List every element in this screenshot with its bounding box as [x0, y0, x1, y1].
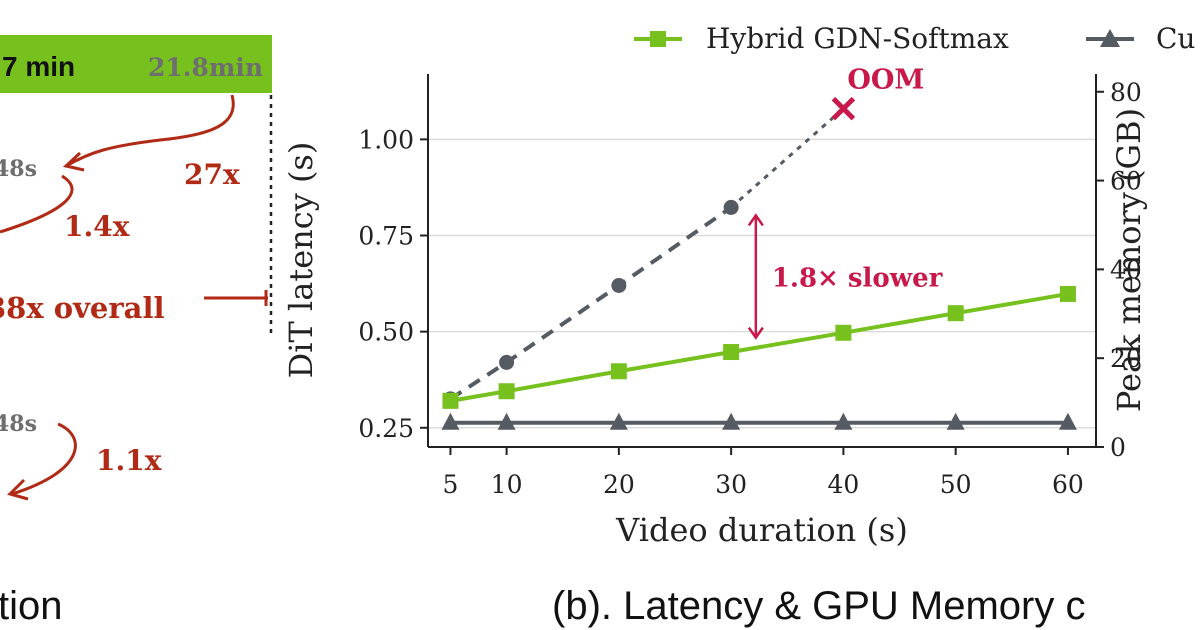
arrow-1-1x — [11, 422, 77, 496]
data-point-square — [835, 324, 852, 341]
data-point-square — [442, 392, 459, 409]
data-point-triangle — [609, 412, 628, 430]
left-panel: 7 min 21.8min 48s 48s 27x 1.4x 38x overa… — [0, 35, 273, 628]
latency-chart: 0.25 0.50 0.75 1.00 5 10 20 30 40 50 60 0 20 40 60 80… — [282, 22, 1195, 628]
legend-square-marker — [650, 31, 666, 47]
series-layer — [441, 107, 1077, 430]
right-tick-label: 0 — [1110, 433, 1126, 462]
y-axis-label: DiT latency (s) — [282, 142, 320, 379]
time-label-b: 48s — [0, 411, 37, 437]
right-ticks: 0 20 40 60 80 — [1096, 78, 1142, 462]
x-tick-label: 20 — [603, 470, 635, 499]
y-tick-label: 0.50 — [358, 318, 414, 347]
time-bar-end-label: 21.8min — [148, 53, 263, 82]
right-tick-label: 60 — [1110, 167, 1142, 196]
x-tick-label: 30 — [715, 470, 747, 499]
data-point-square — [723, 344, 740, 361]
series-line-0 — [450, 291, 1069, 403]
arrow-1-4x — [0, 174, 74, 234]
oom-label: OOM — [847, 65, 924, 96]
factor-1-4x: 1.4x — [64, 210, 130, 243]
x-tick-label: 50 — [940, 470, 972, 499]
time-bar-label: 7 min — [2, 51, 75, 82]
grid-lines — [428, 138, 1096, 429]
oom-cross-stroke — [831, 96, 856, 121]
slowdown-arrow-head-bottom — [747, 326, 764, 340]
legend-item-hybrid: Hybrid GDN-Softmax — [634, 22, 1009, 55]
data-point-circle — [499, 354, 515, 370]
legend-label-hybrid: Hybrid GDN-Softmax — [706, 22, 1009, 55]
x-tick-label: 40 — [827, 470, 859, 499]
data-point-square — [1059, 285, 1076, 302]
slowdown-label: 1.8× slower — [772, 264, 943, 294]
arrow-1-1x-head — [7, 478, 29, 501]
data-point-square — [610, 363, 627, 380]
oom-marker: OOM — [831, 65, 924, 121]
left-caption: tion — [0, 584, 63, 628]
data-point-triangle — [722, 412, 741, 430]
arrow-27x-head — [62, 151, 85, 172]
time-label-a: 48s — [0, 156, 37, 182]
right-tick-label: 40 — [1110, 255, 1142, 284]
y-tick-label: 0.75 — [358, 222, 414, 251]
legend: Hybrid GDN-Softmax Cu — [634, 22, 1195, 55]
overall-speedup: 38x overall — [0, 291, 165, 325]
data-point-triangle — [946, 412, 965, 430]
y-tick-label: 1.00 — [358, 125, 414, 154]
x-tick-label: 5 — [443, 470, 459, 499]
factor-27x: 27x — [184, 158, 240, 191]
x-tick-label: 60 — [1052, 470, 1084, 499]
series-line-2 — [449, 205, 733, 401]
chart-caption: (b). Latency & GPU Memory c — [552, 584, 1085, 628]
y-ticks: 0.25 0.50 0.75 1.00 — [358, 125, 428, 443]
data-point-triangle — [834, 412, 853, 430]
slowdown-arrow-head-top — [747, 213, 764, 227]
right-axis-label: Peak memory (GB) — [1110, 108, 1148, 412]
data-point-triangle — [441, 412, 460, 430]
factor-1-1x: 1.1x — [96, 444, 162, 477]
data-point-square — [498, 383, 515, 400]
x-tick-label: 10 — [491, 470, 523, 499]
legend-label-cu: Cu — [1156, 22, 1195, 55]
data-point-square — [947, 305, 964, 322]
data-point-triangle — [497, 412, 516, 430]
data-point-circle — [611, 277, 627, 293]
arrow-27x — [65, 94, 235, 168]
right-tick-label: 20 — [1110, 344, 1142, 373]
x-axis-label: Video duration (s) — [615, 511, 908, 549]
legend-item-cu: Cu — [1086, 22, 1195, 55]
right-tick-label: 80 — [1110, 78, 1142, 107]
legend-triangle-marker — [1100, 29, 1120, 47]
y-tick-label: 0.25 — [358, 414, 414, 443]
time-bar — [0, 35, 272, 93]
x-ticks: 5 10 20 30 40 50 60 — [443, 447, 1084, 499]
series-extension-line — [730, 107, 845, 209]
slowdown-annotation: 1.8× slower — [747, 213, 943, 340]
data-point-triangle — [1058, 412, 1077, 430]
